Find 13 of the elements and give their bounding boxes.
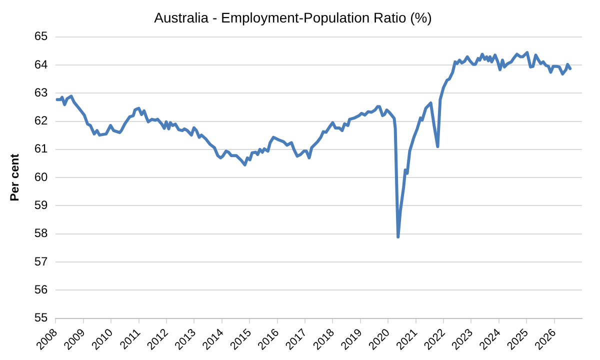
y-axis-title: Per cent: [8, 154, 22, 202]
y-tick-label: 59: [34, 198, 48, 212]
y-tick-label: 57: [34, 254, 48, 268]
y-tick-label: 64: [34, 57, 48, 72]
y-tick-label: 56: [34, 282, 48, 297]
y-tick-label: 62: [34, 114, 48, 128]
y-tick-label: 63: [34, 85, 48, 100]
y-tick-label: 60: [34, 170, 48, 184]
chart-title: Australia - Employment-Population Ratio (%): [154, 9, 432, 26]
y-tick-label: 61: [34, 142, 48, 156]
y-tick-label: 58: [34, 226, 48, 240]
y-tick-label: 55: [34, 310, 48, 325]
y-tick-label: 65: [34, 29, 48, 44]
